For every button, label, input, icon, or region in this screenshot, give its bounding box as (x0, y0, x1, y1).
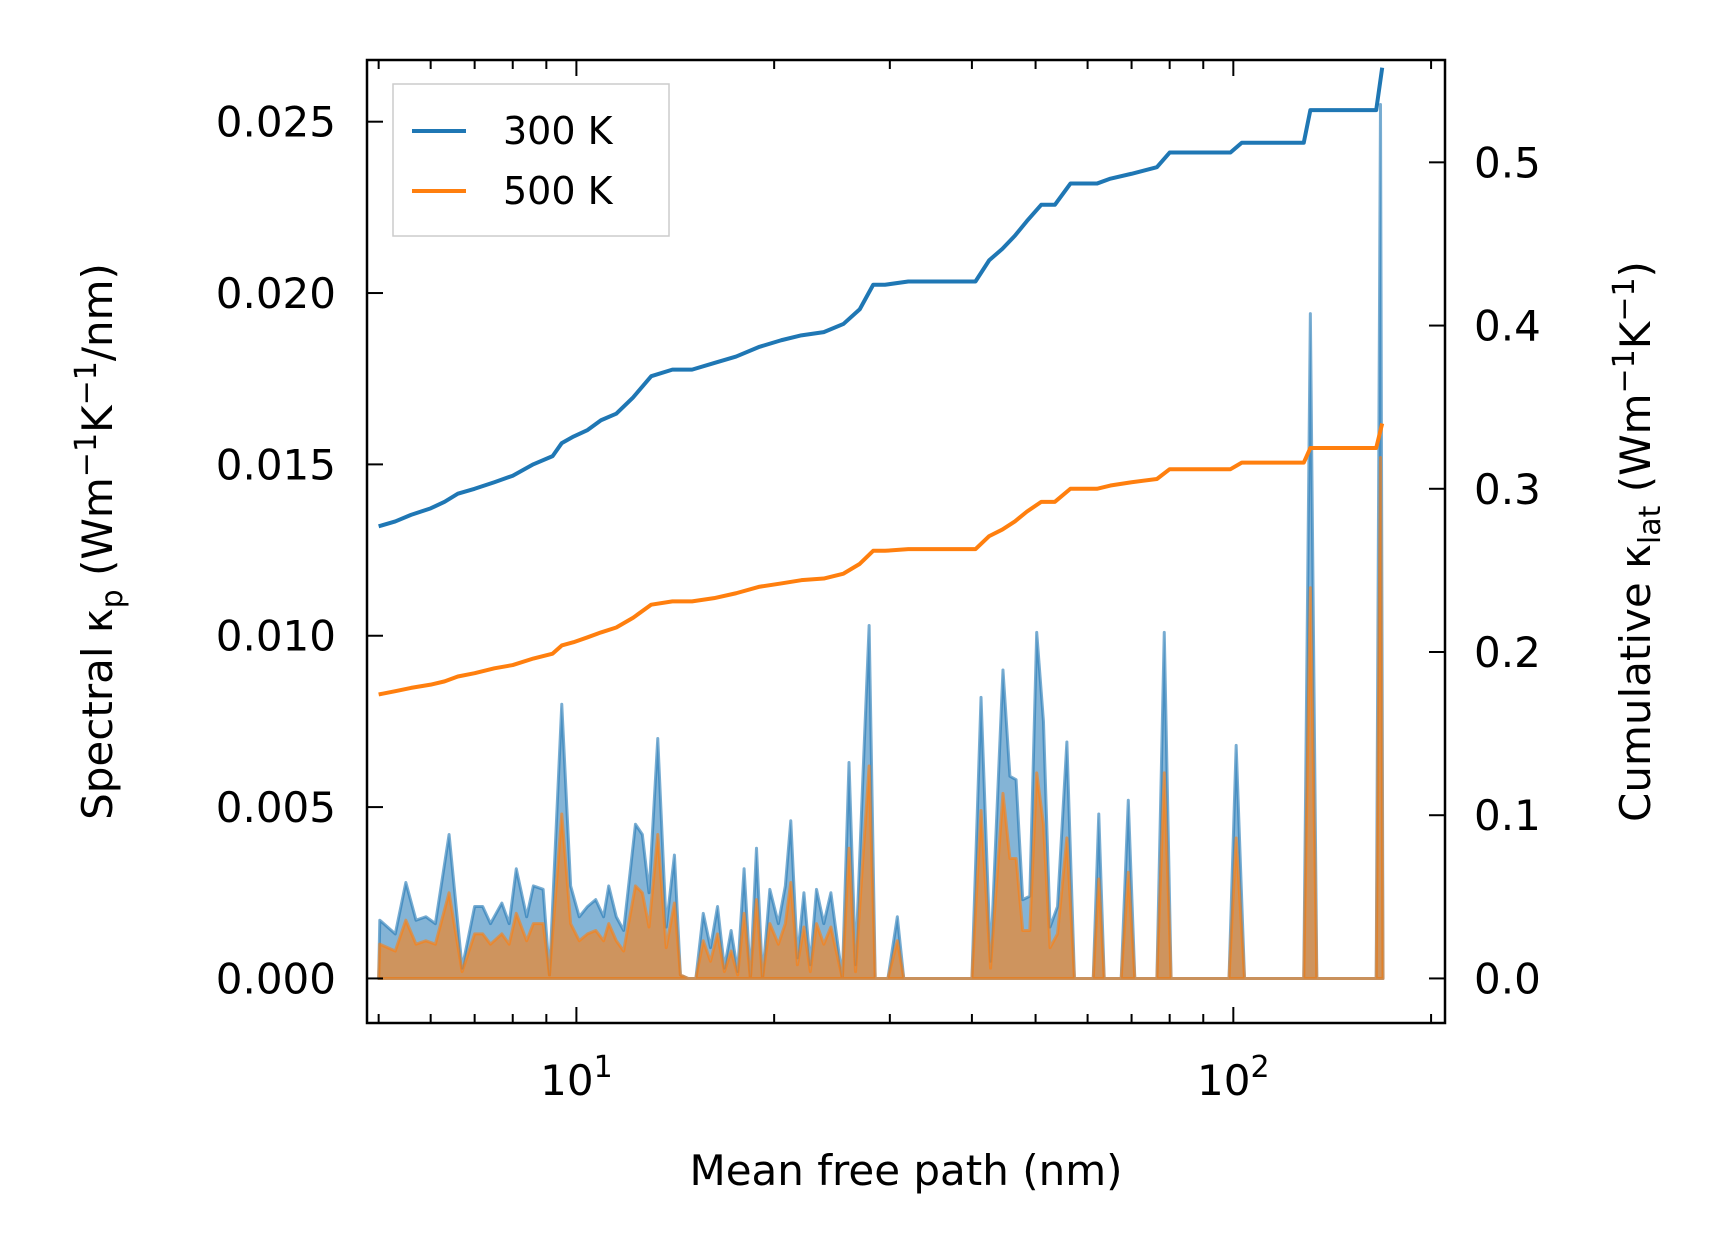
right-y-axis-label: Cumulative κlat (Wm−1K−1) (1607, 261, 1668, 822)
x-tick-label: 102 (1197, 1050, 1270, 1105)
left-y-axis-label: Spectral κp (Wm−1K−1/nm) (69, 263, 130, 820)
right-y-tick-label: 0.5 (1474, 138, 1541, 187)
right-y-tick-label: 0.0 (1474, 954, 1541, 1003)
left-y-tick-label: 0.010 (216, 612, 336, 661)
left-y-tick-label: 0.000 (216, 954, 336, 1003)
x-axis-label: Mean free path (nm) (689, 1146, 1122, 1195)
right-y-tick-label: 0.3 (1474, 465, 1541, 514)
spectral-area-500k (377, 456, 1385, 980)
right-y-tick-label: 0.4 (1474, 302, 1541, 351)
cumulative-line-layer (378, 67, 1385, 697)
legend-box (392, 83, 670, 237)
legend-label-500k: 500 K (503, 169, 614, 213)
x-tick-label: 101 (540, 1050, 613, 1105)
cumulative-line-300k (378, 67, 1385, 529)
left-y-tick-label: 0.005 (216, 783, 336, 832)
right-y-tick-label: 0.1 (1474, 791, 1541, 840)
left-y-tick-label: 0.020 (216, 269, 336, 318)
cumulative-line-500k (378, 423, 1385, 697)
legend-label-300k: 300 K (503, 109, 614, 153)
tick-layer (367, 60, 1445, 1023)
plot-frame (365, 58, 1447, 1025)
spectral-fill-layer (377, 103, 1385, 980)
left-y-tick-label: 0.025 (216, 98, 336, 147)
left-y-tick-label: 0.015 (216, 440, 336, 489)
legend: 300 K 500 K (392, 83, 670, 237)
label-layer: 101 102 0.000 0.005 0.010 0.015 0.020 0.025 0.0 0… (69, 98, 1668, 1195)
right-y-tick-label: 0.2 (1474, 628, 1541, 677)
